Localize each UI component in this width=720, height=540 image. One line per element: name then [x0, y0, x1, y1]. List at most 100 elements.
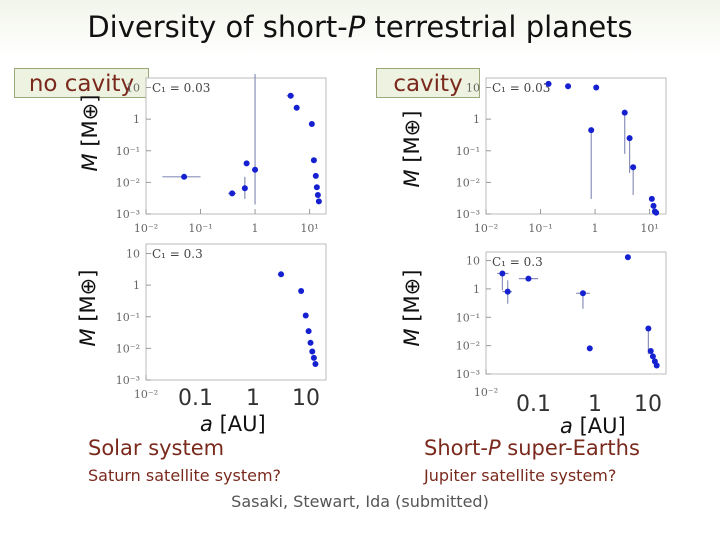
data-point	[307, 339, 314, 346]
data-point	[626, 135, 633, 173]
chart-bottom-right: 10 1 10⁻¹ 10⁻² 10⁻³ 10⁻² C₁ = 0.3	[456, 251, 667, 399]
data-point	[293, 104, 300, 111]
title-bar	[0, 0, 720, 56]
point-marker	[243, 160, 250, 167]
point-marker	[287, 92, 294, 99]
data-point	[650, 202, 657, 209]
plot-frame	[145, 77, 327, 215]
y-tick-label: 1	[473, 283, 480, 296]
x-axis-label-right: a [AU]	[560, 414, 626, 438]
data-point	[298, 288, 305, 295]
y-tick-label: 10	[126, 82, 140, 95]
y-tick-label: 1	[133, 113, 140, 126]
point-marker	[593, 84, 600, 91]
point-marker	[181, 173, 188, 180]
point-marker	[653, 209, 660, 216]
point-marker	[499, 270, 506, 277]
data-point	[313, 184, 320, 191]
y-tick-label: 10⁻³	[456, 368, 480, 381]
point-marker	[626, 135, 633, 142]
plot-frame	[485, 77, 667, 215]
point-marker	[252, 166, 259, 173]
x-tick-1: 1	[588, 392, 602, 417]
data-point	[315, 198, 322, 205]
y-tick-label: 10⁻¹	[116, 311, 140, 324]
point-marker	[241, 185, 248, 192]
data-point	[228, 190, 237, 197]
data-point	[648, 195, 655, 202]
data-point	[649, 353, 656, 360]
x-tick-label: 10⁻¹	[528, 222, 552, 235]
point-marker	[504, 288, 511, 295]
y-tick-label: 10⁻¹	[116, 145, 140, 158]
y-tick-label: 10⁻¹	[456, 311, 480, 324]
point-marker	[312, 172, 319, 179]
data-point	[653, 209, 660, 216]
point-marker	[624, 254, 631, 261]
c1-label: C₁ = 0.3	[492, 255, 543, 269]
caption-jupiter: Jupiter satellite system?	[424, 466, 617, 485]
data-point	[497, 270, 509, 291]
data-point	[630, 164, 637, 195]
cavity-tag: cavity	[376, 68, 480, 98]
y-tick-label: 10⁻³	[116, 374, 140, 387]
point-marker	[305, 328, 312, 335]
data-point	[502, 280, 513, 304]
data-point	[564, 83, 572, 90]
point-marker	[649, 353, 656, 360]
y-tick-label: 1	[133, 279, 140, 292]
point-marker	[313, 184, 320, 191]
point-marker	[308, 121, 315, 128]
y-axis-label-top-left: M [M⊕]	[78, 94, 102, 172]
point-marker	[302, 312, 309, 319]
data-point	[243, 160, 250, 167]
y-axis-label-bottom-left: M [M⊕]	[76, 269, 100, 347]
y-tick-label: 10	[126, 248, 140, 261]
x-tick-label: 10¹	[640, 222, 658, 235]
point-marker	[621, 109, 628, 116]
x-tick-0.1: 0.1	[178, 386, 213, 411]
point-marker	[645, 325, 652, 332]
data-point	[544, 80, 552, 87]
x-tick-label: 10⁻²	[134, 388, 158, 401]
x-tick-label: 10¹	[300, 222, 318, 235]
point-marker	[579, 290, 586, 297]
point-marker	[229, 190, 236, 197]
plot-frame	[485, 251, 667, 375]
x-ticks-right: 0.1 1 10	[0, 392, 720, 418]
data-point	[286, 92, 295, 99]
caption-super-earths: Short-P super-Earths	[424, 436, 640, 460]
x-tick-1: 1	[246, 386, 260, 411]
credit-line: Sasaki, Stewart, Ida (submitted)	[231, 492, 489, 511]
no-cavity-tag: no cavity	[14, 68, 149, 98]
point-marker	[650, 202, 657, 209]
c1-label: C₁ = 0.3	[152, 247, 203, 261]
y-tick-label: 10⁻²	[456, 176, 480, 189]
x-tick-10: 10	[292, 386, 320, 411]
data-point	[308, 121, 315, 128]
y-tick-label: 10⁻²	[456, 340, 480, 353]
c1-label: C₁ = 0.03	[152, 81, 210, 95]
data-point	[647, 347, 654, 354]
data-point	[314, 191, 321, 198]
y-tick-label: 10⁻³	[456, 208, 480, 221]
x-tick-label: 10⁻²	[474, 386, 498, 399]
x-tick-label: 1	[592, 222, 599, 235]
data-point	[593, 84, 600, 91]
x-tick-label: 1	[252, 222, 259, 235]
y-tick-label: 10⁻²	[116, 342, 140, 355]
data-point	[621, 109, 628, 154]
point-marker	[648, 195, 655, 202]
point-marker	[298, 288, 305, 295]
data-point	[252, 74, 259, 205]
c1-label: C₁ = 0.03	[492, 81, 550, 95]
point-marker	[293, 104, 300, 111]
point-marker	[310, 157, 317, 164]
point-marker	[307, 339, 314, 346]
y-tick-label: 10	[466, 82, 480, 95]
data-point	[624, 254, 631, 261]
point-marker	[545, 80, 552, 87]
data-point	[312, 361, 319, 368]
point-marker	[653, 362, 660, 369]
